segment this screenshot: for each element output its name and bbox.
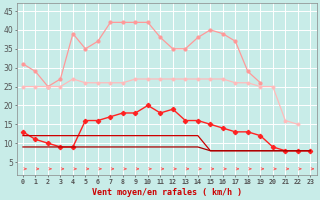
X-axis label: Vent moyen/en rafales ( km/h ): Vent moyen/en rafales ( km/h ) [92,188,242,197]
